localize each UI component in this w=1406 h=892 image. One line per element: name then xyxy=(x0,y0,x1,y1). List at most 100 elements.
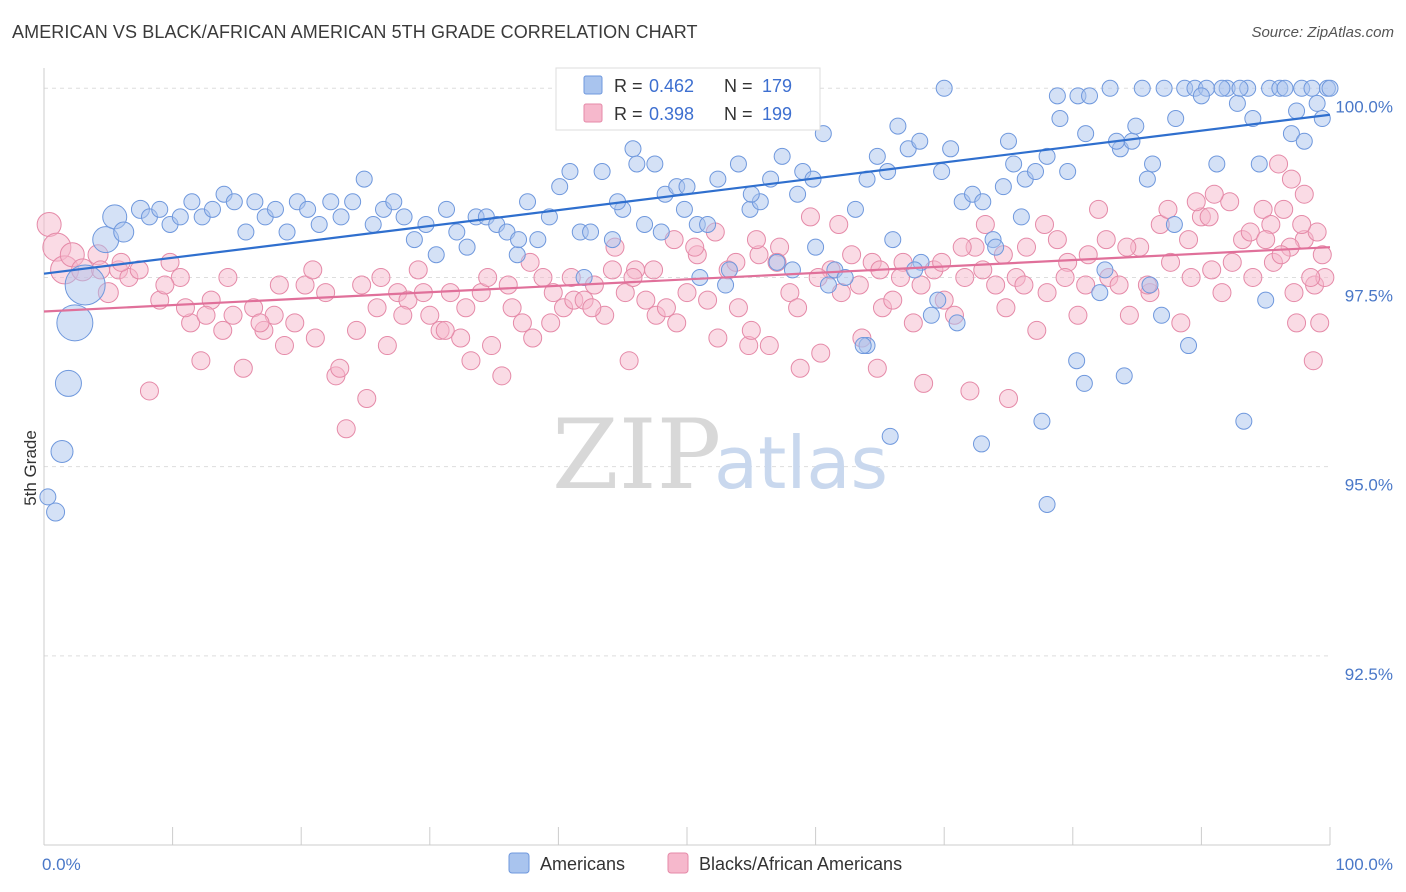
point-blacks-african-americans xyxy=(1096,230,1116,250)
series-legend: Americans Blacks/African Americans xyxy=(508,852,902,874)
stats-legend-n-label: N = xyxy=(724,76,753,96)
legend-label-blacks: Blacks/African Americans xyxy=(699,854,902,874)
point-blacks-african-americans xyxy=(656,298,676,318)
point-americans xyxy=(510,231,528,249)
point-blacks-african-americans xyxy=(644,260,664,280)
point-blacks-african-americans xyxy=(482,336,502,356)
point-americans xyxy=(540,208,558,226)
stats-legend-r-value: 0.462 xyxy=(649,76,694,96)
point-blacks-african-americans xyxy=(393,305,413,325)
point-blacks-african-americans xyxy=(316,283,336,303)
point-americans xyxy=(652,223,670,241)
x-tick-labels: 0.0% 100.0% xyxy=(42,855,1393,874)
point-americans xyxy=(789,185,807,203)
point-blacks-african-americans xyxy=(543,283,563,303)
point-americans xyxy=(417,215,435,233)
point-americans xyxy=(56,304,94,342)
point-americans xyxy=(709,170,727,188)
point-americans xyxy=(344,193,362,211)
point-americans xyxy=(1155,79,1173,97)
point-americans xyxy=(299,200,317,218)
point-blacks-african-americans xyxy=(1055,267,1075,287)
point-americans xyxy=(1123,132,1141,150)
series-blacks-african-americans xyxy=(36,154,1335,439)
point-blacks-african-americans xyxy=(932,252,952,272)
point-americans xyxy=(1192,87,1210,105)
point-americans xyxy=(783,261,801,279)
point-americans xyxy=(332,208,350,226)
stats-legend-r-value: 0.398 xyxy=(649,104,694,124)
point-blacks-african-americans xyxy=(903,313,923,333)
point-americans xyxy=(1228,94,1246,112)
point-blacks-african-americans xyxy=(1220,192,1240,212)
point-blacks-african-americans xyxy=(1109,275,1129,295)
point-americans xyxy=(1027,163,1045,181)
point-americans xyxy=(819,276,837,294)
point-blacks-african-americans xyxy=(685,237,705,257)
point-blacks-african-americans xyxy=(223,305,243,325)
point-blacks-african-americans xyxy=(478,267,498,287)
point-blacks-african-americans xyxy=(250,313,270,333)
point-americans xyxy=(929,291,947,309)
point-americans xyxy=(675,200,693,218)
point-americans xyxy=(1101,79,1119,97)
point-americans xyxy=(1282,125,1300,143)
stats-legend: R = 0.462 N = 179 R = 0.398 N = 199 xyxy=(555,67,821,131)
point-blacks-african-americans xyxy=(1294,184,1314,204)
point-americans xyxy=(889,117,907,135)
point-americans xyxy=(322,193,340,211)
stats-legend-n-value: 199 xyxy=(762,104,792,124)
point-blacks-african-americans xyxy=(523,328,543,348)
point-blacks-african-americans xyxy=(213,320,233,340)
point-blacks-african-americans xyxy=(1202,260,1222,280)
point-blacks-african-americans xyxy=(1076,275,1096,295)
point-americans xyxy=(246,193,264,211)
point-blacks-african-americans xyxy=(1301,267,1321,287)
point-blacks-african-americans xyxy=(1171,313,1191,333)
point-americans xyxy=(458,238,476,256)
point-blacks-african-americans xyxy=(883,290,903,310)
point-blacks-african-americans xyxy=(1212,283,1232,303)
point-blacks-african-americans xyxy=(1047,230,1067,250)
point-americans xyxy=(561,163,579,181)
point-americans xyxy=(529,231,547,249)
point-blacks-african-americans xyxy=(842,245,862,265)
point-americans xyxy=(1127,117,1145,135)
point-americans xyxy=(113,221,135,243)
point-blacks-african-americans xyxy=(1158,199,1178,219)
point-americans xyxy=(1005,155,1023,173)
point-blacks-african-americans xyxy=(1078,245,1098,265)
point-blacks-african-americans xyxy=(233,358,253,378)
point-blacks-african-americans xyxy=(1199,207,1219,227)
point-blacks-african-americans xyxy=(533,267,553,287)
point-blacks-african-americans xyxy=(352,275,372,295)
point-americans xyxy=(519,193,537,211)
point-americans xyxy=(310,215,328,233)
stats-legend-n-label: N = xyxy=(724,104,753,124)
point-americans xyxy=(1038,495,1056,513)
point-americans xyxy=(935,79,953,97)
point-blacks-african-americans xyxy=(1281,169,1301,189)
point-blacks-african-americans xyxy=(867,358,887,378)
point-americans xyxy=(278,223,296,241)
point-americans xyxy=(987,238,1005,256)
point-blacks-african-americans xyxy=(829,214,849,234)
point-americans xyxy=(1153,306,1171,324)
point-blacks-african-americans xyxy=(728,298,748,318)
point-blacks-african-americans xyxy=(1037,283,1057,303)
point-blacks-african-americans xyxy=(269,275,289,295)
point-americans xyxy=(1012,208,1030,226)
stats-legend-swatch-blacks xyxy=(583,103,603,123)
point-americans xyxy=(922,306,940,324)
point-blacks-african-americans xyxy=(435,320,455,340)
point-americans xyxy=(582,223,600,241)
y-tick-label: 97.5% xyxy=(1345,286,1393,305)
legend-swatch-americans xyxy=(508,852,530,874)
point-americans xyxy=(405,231,423,249)
point-blacks-african-americans xyxy=(1274,199,1294,219)
point-blacks-african-americans xyxy=(1204,184,1224,204)
point-blacks-african-americans xyxy=(1222,252,1242,272)
point-americans xyxy=(266,200,284,218)
point-americans xyxy=(575,268,593,286)
